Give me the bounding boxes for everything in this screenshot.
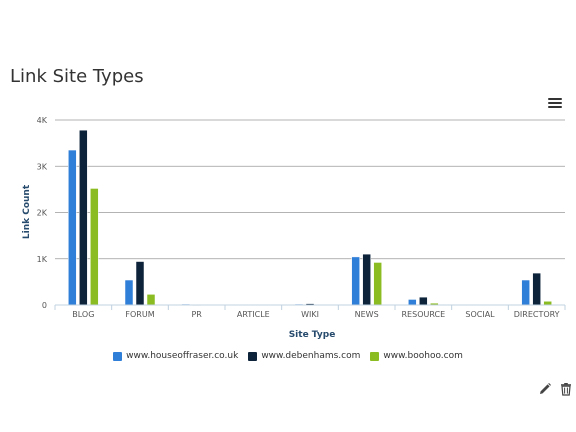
pencil-icon[interactable] <box>538 382 552 396</box>
hamburger-menu-icon[interactable] <box>548 98 562 110</box>
x-tick-label: SOCIAL <box>465 310 495 319</box>
axes: 0 1K 2K 3K 4K BLOG FORUM PR ARTICLE WIKI NEWS RESOU… <box>37 116 566 319</box>
y-tick-label: 0 <box>42 301 47 310</box>
legend-item[interactable]: www.boohoo.com <box>370 351 463 361</box>
bar[interactable] <box>90 188 99 306</box>
bar[interactable] <box>135 261 145 306</box>
x-tick-label: RESOURCE <box>402 310 446 319</box>
bar[interactable] <box>532 272 541 306</box>
y-tick-label: 1K <box>37 255 48 264</box>
legend-swatch <box>248 351 258 361</box>
x-tick-label: PR <box>191 310 202 319</box>
grid-lines <box>55 119 565 260</box>
legend-swatch <box>113 351 123 361</box>
bar[interactable] <box>373 262 382 306</box>
y-tick-label: 2K <box>37 209 48 218</box>
bar[interactable] <box>408 299 417 306</box>
legend-label: www.debenhams.com <box>261 351 361 361</box>
x-tick-label: ARTICLE <box>237 310 270 319</box>
bar[interactable] <box>521 279 530 306</box>
trash-icon[interactable] <box>559 382 573 396</box>
bar[interactable] <box>543 301 552 306</box>
x-tick-label: BLOG <box>72 310 94 319</box>
bar[interactable] <box>146 294 156 306</box>
y-axis-title: Link Count <box>22 184 32 239</box>
x-axis-title: Site Type <box>289 330 336 340</box>
legend-swatch <box>370 351 380 361</box>
bar[interactable] <box>362 253 371 306</box>
bar[interactable] <box>68 149 77 306</box>
x-tick-label: FORUM <box>125 310 154 319</box>
y-tick-label: 4K <box>37 116 48 125</box>
y-tick-label: 3K <box>37 162 48 171</box>
bar[interactable] <box>79 129 88 306</box>
bar[interactable] <box>124 279 134 306</box>
legend-item[interactable]: www.debenhams.com <box>248 351 360 361</box>
x-tick-label: DIRECTORY <box>514 310 560 319</box>
x-tick-label: WIKI <box>301 310 319 319</box>
legend-item[interactable]: www.houseoffraser.co.uk <box>113 351 238 361</box>
legend-label: www.boohoo.com <box>383 351 463 361</box>
x-tick-label: NEWS <box>355 310 379 319</box>
chart-legend: www.houseoffraser.co.uk www.debenhams.com… <box>0 351 576 361</box>
bars <box>68 129 552 306</box>
bar[interactable] <box>351 256 360 306</box>
legend-label: www.houseoffraser.co.uk <box>126 351 239 361</box>
widget-title: Link Site Types <box>10 66 144 87</box>
bar[interactable] <box>419 296 428 306</box>
